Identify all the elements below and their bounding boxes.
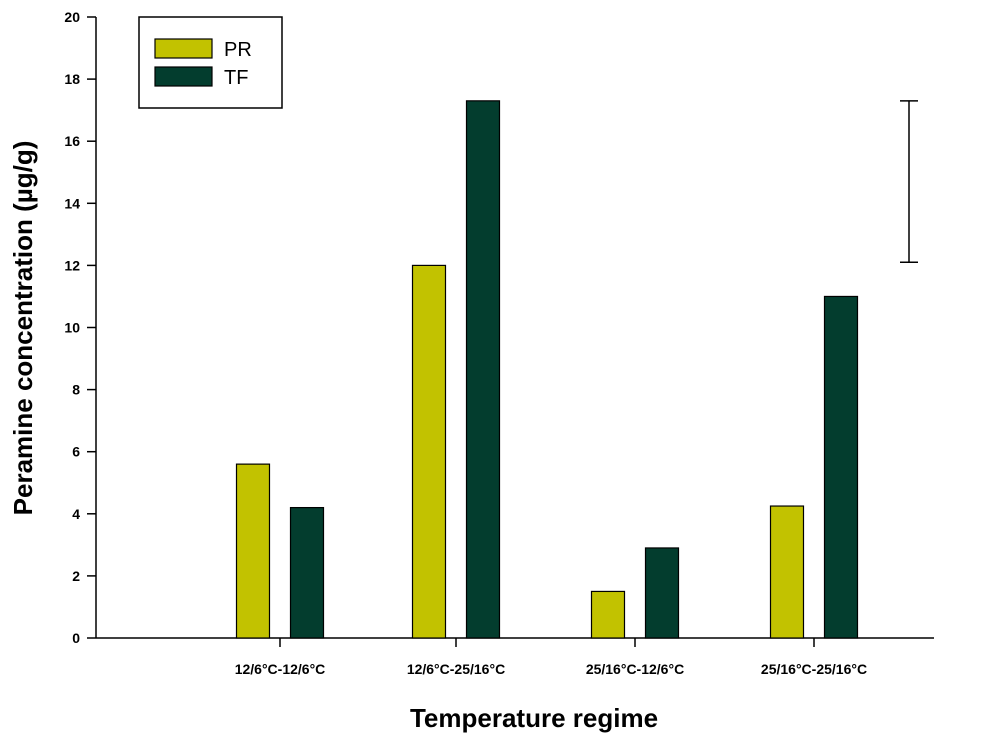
y-tick-label: 8 (72, 382, 80, 398)
x-tick-label: 25/16°C-25/16°C (761, 661, 867, 677)
bar-pr (590, 590, 626, 639)
x-tick-label: 12/6°C-25/16°C (407, 661, 505, 677)
bar-tf (644, 547, 680, 639)
y-tick-label: 12 (64, 257, 80, 273)
x-tick-label: 25/16°C-12/6°C (586, 661, 684, 677)
bar-pr (411, 264, 447, 639)
legend: PR TF (138, 16, 283, 109)
bar-tf (465, 100, 501, 639)
y-tick-label: 6 (72, 444, 80, 460)
y-tick-label: 0 (72, 630, 80, 646)
y-tick-label: 10 (64, 320, 80, 336)
bar-tf (823, 295, 859, 639)
y-tick-label: 20 (64, 9, 80, 25)
y-tick-label: 4 (72, 506, 80, 522)
legend-box (138, 16, 283, 109)
y-tick-label: 2 (72, 568, 80, 584)
bar-tf (289, 506, 325, 639)
y-axis-title: Peramine concentration (µg/g) (8, 141, 38, 516)
x-axis-title: Temperature regime (410, 703, 658, 733)
legend-swatch-tf (154, 66, 213, 87)
legend-swatch-pr (154, 38, 213, 59)
legend-label-tf: TF (224, 67, 248, 89)
x-tick-label: 12/6°C-12/6°C (235, 661, 326, 677)
bar-pr (769, 505, 805, 639)
plot-area: 0 2 4 6 8 10 12 14 16 18 20 12/6°C-12/6°C 12/6°C-25/… (64, 9, 934, 677)
y-tick-label: 16 (64, 133, 80, 149)
legend-label-pr: PR (224, 39, 252, 61)
y-tick-label: 18 (64, 71, 80, 87)
bar-pr (235, 463, 271, 639)
y-tick-label: 14 (64, 195, 80, 211)
